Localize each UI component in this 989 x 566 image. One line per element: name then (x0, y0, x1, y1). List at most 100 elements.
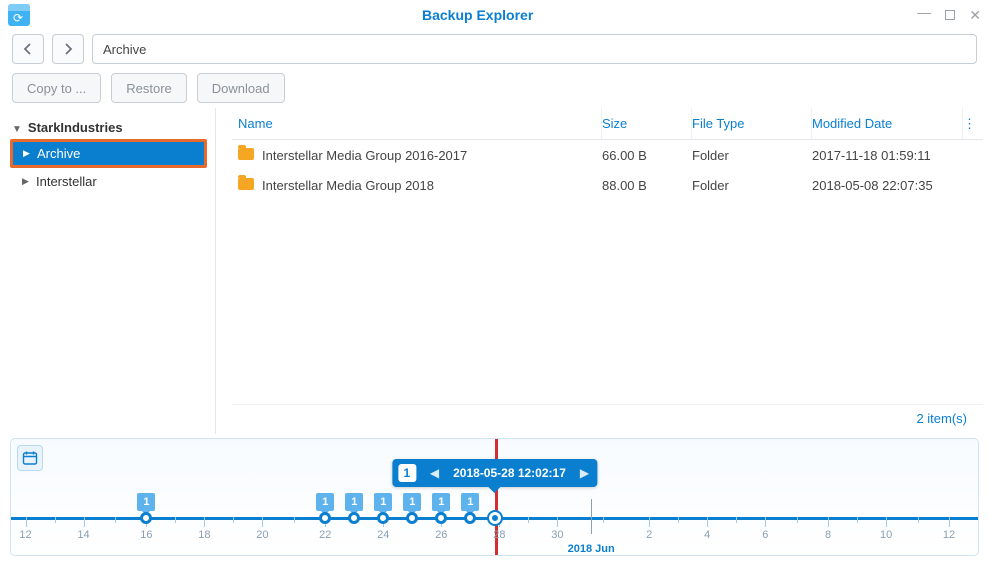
caret-right-icon: ▶ (22, 176, 29, 187)
path-input[interactable] (92, 34, 977, 64)
table-row[interactable]: Interstellar Media Group 2016-201766.00 … (232, 140, 983, 170)
cell-type: Folder (692, 178, 812, 193)
column-size[interactable]: Size (602, 108, 692, 139)
maximize-button[interactable] (945, 10, 955, 20)
timeline-flag[interactable]: 1 (345, 493, 363, 511)
calendar-button[interactable] (17, 445, 43, 471)
bubble-prev-button[interactable]: ◀ (422, 466, 447, 480)
cell-date: 2018-05-08 22:07:35 (812, 178, 963, 193)
window-controls: — ✕ (917, 8, 981, 22)
timeline-minor-tick (736, 517, 737, 523)
column-name[interactable]: Name (232, 108, 602, 139)
month-divider (591, 499, 592, 534)
timeline-point[interactable] (406, 512, 418, 524)
back-button[interactable] (12, 34, 44, 64)
timeline-minor-tick (175, 517, 176, 523)
sidebar-item-label: Archive (37, 146, 80, 161)
timeline-point[interactable] (435, 512, 447, 524)
timeline-point[interactable] (489, 512, 501, 524)
sidebar-item-interstellar[interactable]: ▶ Interstellar (10, 168, 207, 195)
cell-size: 88.00 B (602, 178, 692, 193)
timeline-tick-label: 12 (943, 529, 955, 541)
timeline-tick (84, 517, 85, 527)
restore-button[interactable]: Restore (111, 73, 187, 103)
bubble-timestamp: 2018-05-28 12:02:17 (447, 466, 572, 480)
timeline-point[interactable] (140, 512, 152, 524)
timeline-tick (707, 517, 708, 527)
timeline-tick (26, 517, 27, 527)
timeline-tick (204, 517, 205, 527)
column-menu-button[interactable]: ⋮ (963, 108, 983, 139)
timeline-point[interactable] (319, 512, 331, 524)
caret-right-icon: ▶ (23, 148, 30, 159)
chevron-right-icon (63, 43, 73, 55)
timeline-tick-label: 30 (551, 529, 563, 541)
timeline-minor-tick (55, 517, 56, 523)
timeline-flag[interactable]: 1 (374, 493, 392, 511)
timeline-minor-tick (115, 517, 116, 523)
timeline-minor-tick (233, 517, 234, 523)
column-date[interactable]: Modified Date (812, 108, 963, 139)
tree-root[interactable]: ▼ StarkIndustries (10, 116, 207, 139)
timeline-flag[interactable]: 1 (432, 493, 450, 511)
cell-size: 66.00 B (602, 148, 692, 163)
timeline-tick-label: 10 (880, 529, 892, 541)
main-split: ▼ StarkIndustries ▶ Archive ▶ Interstellar N… (0, 108, 989, 434)
title-bar: Backup Explorer — ✕ (0, 0, 989, 30)
timeline-tick-label: 22 (319, 529, 331, 541)
copy-to-button[interactable]: Copy to ... (12, 73, 101, 103)
status-text: 2 item(s) (232, 404, 983, 434)
window-title: Backup Explorer (38, 7, 917, 23)
timeline-tick (649, 517, 650, 527)
timeline-point[interactable] (377, 512, 389, 524)
sidebar-item-label: Interstellar (36, 174, 97, 189)
sidebar: ▼ StarkIndustries ▶ Archive ▶ Interstellar (0, 108, 216, 434)
month-label: 2018 Jun (568, 543, 615, 555)
caret-down-icon: ▼ (12, 124, 22, 135)
timeline-minor-tick (528, 517, 529, 523)
timeline-bubble: 1 ◀2018-05-28 12:02:17▶ (392, 459, 597, 487)
timeline-tick-label: 18 (198, 529, 210, 541)
timeline-tick-label: 26 (435, 529, 447, 541)
timeline-point[interactable] (464, 512, 476, 524)
calendar-icon (22, 450, 38, 466)
timeline-tick-label: 20 (256, 529, 268, 541)
forward-button[interactable] (52, 34, 84, 64)
column-type[interactable]: File Type (692, 108, 812, 139)
timeline-minor-tick (918, 517, 919, 523)
timeline-tick (828, 517, 829, 527)
timeline-minor-tick (797, 517, 798, 523)
action-toolbar: Copy to ... Restore Download (0, 68, 989, 108)
timeline-tick (557, 517, 558, 527)
table-row[interactable]: Interstellar Media Group 2018 88.00 BFold… (232, 170, 983, 200)
timeline-tick (886, 517, 887, 527)
download-button[interactable]: Download (197, 73, 285, 103)
timeline[interactable]: 1◀2018-05-28 12:02:17▶121416182022242628… (10, 438, 979, 556)
timeline-tick-label: 14 (77, 529, 89, 541)
timeline-flag[interactable]: 1 (137, 493, 155, 511)
close-button[interactable]: ✕ (969, 8, 981, 22)
app-icon (8, 4, 30, 26)
minimize-button[interactable]: — (917, 5, 931, 19)
timeline-tick-label: 28 (493, 529, 505, 541)
bubble-count: 1 (398, 464, 416, 482)
cell-date: 2017-11-18 01:59:11 (812, 148, 963, 163)
table-header: Name Size File Type Modified Date ⋮ (232, 108, 983, 140)
sidebar-item-archive[interactable]: ▶ Archive (10, 139, 207, 168)
timeline-flag[interactable]: 1 (461, 493, 479, 511)
cell-name: Interstellar Media Group 2018 (262, 178, 434, 193)
timeline-flag[interactable]: 1 (403, 493, 421, 511)
bubble-next-button[interactable]: ▶ (572, 466, 597, 480)
chevron-left-icon (23, 43, 33, 55)
timeline-flag[interactable]: 1 (316, 493, 334, 511)
timeline-tick-label: 16 (140, 529, 152, 541)
timeline-tick-label: 2 (646, 529, 652, 541)
content-pane: Name Size File Type Modified Date ⋮ Inte… (216, 108, 989, 434)
tree-root-label: StarkIndustries (28, 120, 123, 135)
timeline-tick-label: 12 (19, 529, 31, 541)
cell-type: Folder (692, 148, 812, 163)
timeline-minor-tick (603, 517, 604, 523)
timeline-point[interactable] (348, 512, 360, 524)
timeline-tick-label: 4 (704, 529, 710, 541)
timeline-tick (949, 517, 950, 527)
